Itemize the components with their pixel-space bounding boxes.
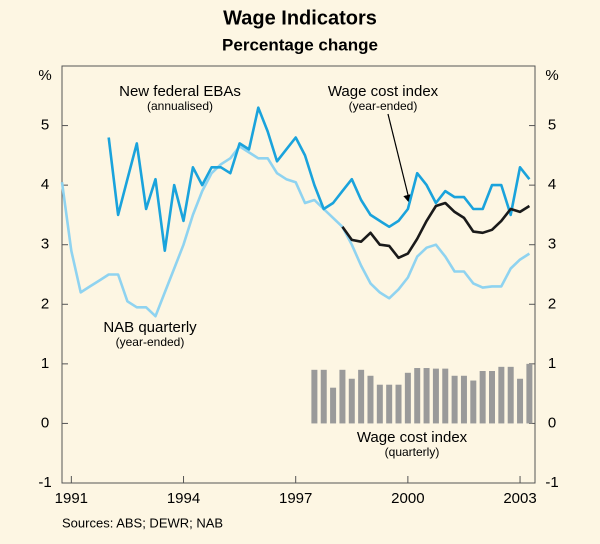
bar [367,375,374,424]
bar [442,368,449,424]
bar [526,363,533,424]
line [60,145,531,318]
bar [517,378,524,424]
y-tick-label-right: 3 [548,236,556,253]
annotation-arrow [387,113,413,205]
x-tick-label: 1991 [55,490,88,507]
y-tick-label: 4 [41,176,49,193]
bar [376,384,383,424]
y-tick-label-right: 0 [548,414,556,431]
bar [432,368,439,424]
chart-title: Wage Indicators [223,7,377,29]
bar [404,372,411,424]
y-tick-label: 2 [41,295,49,312]
y-tick-label-right: -1 [545,474,558,491]
annotation-sub: (year-ended) [116,335,185,349]
y-tick-label: 1 [41,355,49,372]
y-unit-left: % [38,67,51,84]
annotation: Wage cost index [328,83,439,100]
x-tick-label: 1997 [279,490,312,507]
bar [489,371,495,424]
line [341,201,531,260]
bar [320,369,327,424]
y-tick-label-right: 4 [548,176,556,193]
y-tick-label: 0 [41,414,49,431]
x-tick-label: 1994 [167,490,200,507]
bar [460,375,467,424]
bar [358,369,365,424]
y-tick-label: 5 [41,117,49,134]
bar [498,366,505,424]
y-tick-label-right: 1 [548,355,556,372]
annotation-sub: (year-ended) [349,99,418,113]
chart-subtitle: Percentage change [222,35,378,54]
bar [339,369,346,424]
bar [348,378,355,424]
sources: Sources: ABS; DEWR; NAB [62,515,223,530]
plot-frame [61,65,536,484]
bar [451,375,458,424]
y-tick-label: 3 [41,236,49,253]
bar [395,384,402,424]
bar [507,366,514,424]
annotation: Wage cost index [357,429,468,446]
bar [414,368,421,424]
y-tick-label-right: 5 [548,117,556,134]
y-tick-label: -1 [38,474,51,491]
annotation-sub: (quarterly) [385,445,440,459]
annotation: New federal EBAs [119,83,241,100]
bar [423,368,430,424]
annotation-sub: (annualised) [147,99,213,113]
bar [479,371,486,424]
line [107,106,531,252]
bar [386,384,393,424]
bar [330,387,337,424]
x-tick-label: 2003 [503,490,536,507]
y-unit-right: % [545,67,558,84]
annotation: NAB quarterly [103,319,197,336]
y-tick-label-right: 2 [548,295,556,312]
bar [311,369,318,424]
bar [470,380,477,424]
x-tick-label: 2000 [391,490,424,507]
